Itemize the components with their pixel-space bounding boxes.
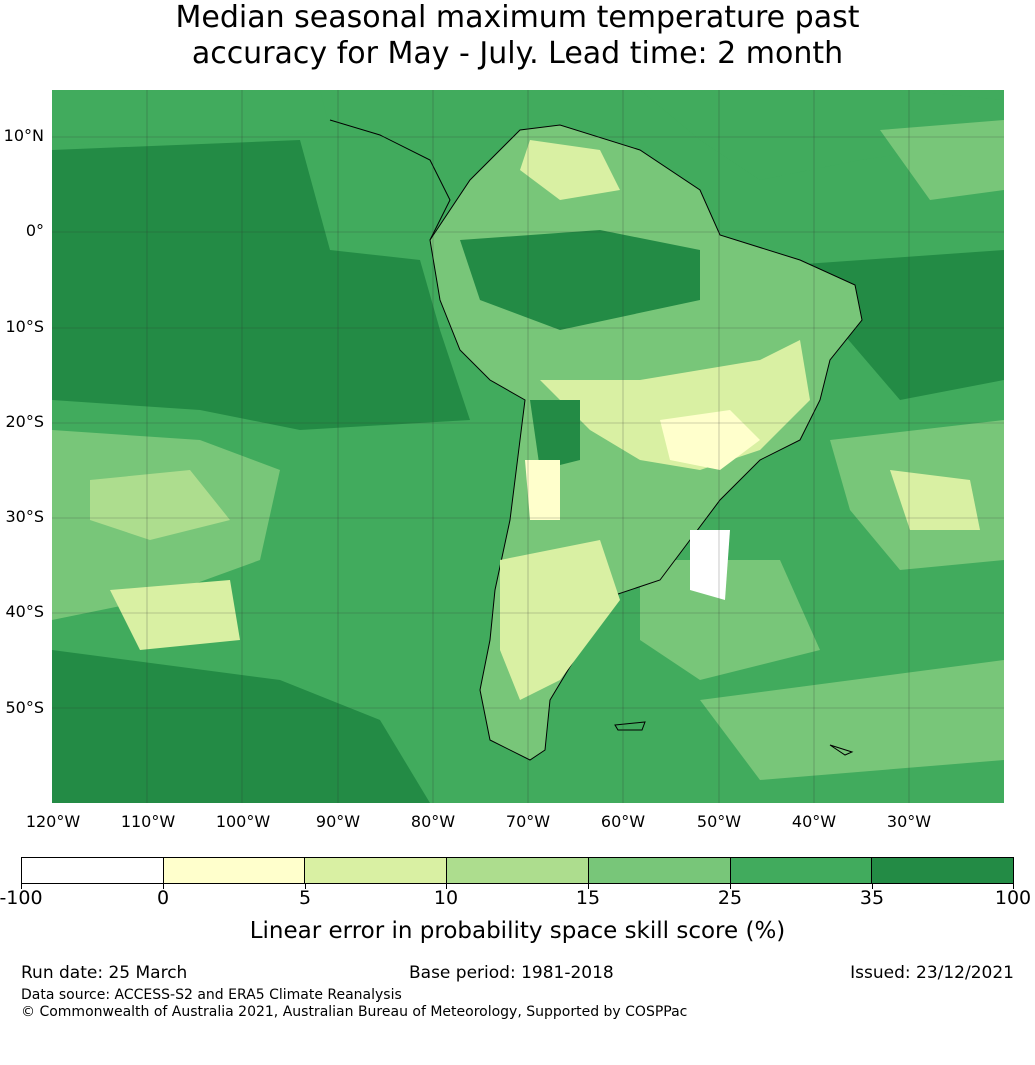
pacific-high-skill-region bbox=[52, 140, 470, 430]
colorbar-tick-label: 100 bbox=[994, 887, 1032, 909]
base-period: Base period: 1981-2018 bbox=[409, 963, 614, 983]
lon-label-40w: 40°W bbox=[791, 812, 837, 831]
south-pacific-high-skill-region bbox=[52, 650, 430, 803]
lat-label-40s: 40°S bbox=[5, 602, 44, 621]
colorbar-tickmark bbox=[163, 884, 164, 889]
southern-atlantic-region bbox=[700, 660, 1004, 780]
colorbar-tickmark bbox=[1013, 884, 1014, 889]
pacific-very-low-skill-patch bbox=[110, 580, 240, 650]
lat-label-20s: 20°S bbox=[5, 412, 44, 431]
colorbar-swatch-6 bbox=[730, 858, 873, 883]
lon-label-70w: 70°W bbox=[505, 812, 551, 831]
colorbar-tickmark bbox=[21, 884, 22, 889]
lon-label-50w: 50°W bbox=[696, 812, 742, 831]
colorbar-tick-label: 10 bbox=[433, 887, 459, 909]
chart-title-line-1: Median seasonal maximum temperature past bbox=[175, 0, 860, 35]
colorbar bbox=[21, 857, 1014, 884]
tropical-atlantic-moderate-region bbox=[880, 120, 1004, 200]
northern-argentina-lowest-skill-patch bbox=[525, 460, 560, 520]
colorbar-swatch-1 bbox=[22, 858, 164, 883]
argentine-basin-region bbox=[640, 560, 820, 680]
atlantic-low-skill-patch bbox=[890, 470, 980, 530]
bolivia-high-skill-region bbox=[530, 400, 580, 470]
colorbar-tickmark bbox=[305, 884, 306, 889]
colorbar-tick-label: 5 bbox=[298, 887, 312, 909]
lon-label-30w: 30°W bbox=[886, 812, 932, 831]
amazon-high-skill-region bbox=[460, 230, 700, 330]
skill-map bbox=[52, 90, 1004, 803]
colorbar-tickmark bbox=[446, 884, 447, 889]
colorbar-tickmark bbox=[730, 884, 731, 889]
lon-label-90w: 90°W bbox=[315, 812, 361, 831]
colorbar-swatch-3 bbox=[305, 858, 448, 883]
map-gridlines bbox=[52, 90, 1004, 803]
colorbar-tickmark bbox=[588, 884, 589, 889]
central-america-coastline bbox=[329, 119, 451, 241]
colorbar-label: Linear error in probability space skill … bbox=[249, 918, 786, 944]
data-source: Data source: ACCESS-S2 and ERA5 Climate … bbox=[21, 987, 402, 1003]
lon-label-120w: 120°W bbox=[25, 812, 81, 831]
issued-date: Issued: 23/12/2021 bbox=[850, 963, 1014, 983]
colorbar-swatch-5 bbox=[588, 858, 731, 883]
northeast-pacific-region bbox=[52, 90, 330, 145]
pacific-low-skill-patch bbox=[90, 470, 230, 540]
run-date: Run date: 25 March bbox=[21, 963, 188, 983]
colorbar-tick-label: 0 bbox=[156, 887, 170, 909]
colorbar-swatch-2 bbox=[163, 858, 306, 883]
colorbar-swatch-4 bbox=[447, 858, 589, 883]
brazil-lowest-skill-patch bbox=[660, 410, 760, 470]
colorbar-tick-label: 35 bbox=[859, 887, 885, 909]
chart-title-line-2: accuracy for May - July. Lead time: 2 mo… bbox=[191, 36, 844, 71]
colorbar-tick-label: 25 bbox=[717, 887, 743, 909]
colorbar-tick-label: -100 bbox=[0, 887, 43, 909]
lon-label-110w: 110°W bbox=[120, 812, 176, 831]
lat-label-30s: 30°S bbox=[5, 507, 44, 526]
lat-label-10n: 10°N bbox=[3, 126, 44, 145]
copyright: © Commonwealth of Australia 2021, Austra… bbox=[21, 1004, 688, 1020]
lon-label-60w: 60°W bbox=[600, 812, 646, 831]
lon-label-80w: 80°W bbox=[410, 812, 456, 831]
colorbar-tickmark bbox=[872, 884, 873, 889]
uruguay-negative-skill-patch bbox=[690, 530, 730, 600]
lat-label-50s: 50°S bbox=[5, 698, 44, 717]
patagonia-low-skill-region bbox=[500, 540, 620, 700]
colorbar-swatch-7 bbox=[872, 858, 1014, 883]
colorbar-tick-label: 15 bbox=[575, 887, 601, 909]
caribbean-region bbox=[640, 90, 1004, 180]
falkland-islands bbox=[614, 721, 646, 731]
venezuela-low-skill-region bbox=[520, 140, 620, 200]
lat-label-0: 0° bbox=[25, 221, 44, 240]
south-georgia bbox=[829, 744, 854, 756]
lat-label-10s: 10°S bbox=[5, 317, 44, 336]
lon-label-100w: 100°W bbox=[215, 812, 271, 831]
